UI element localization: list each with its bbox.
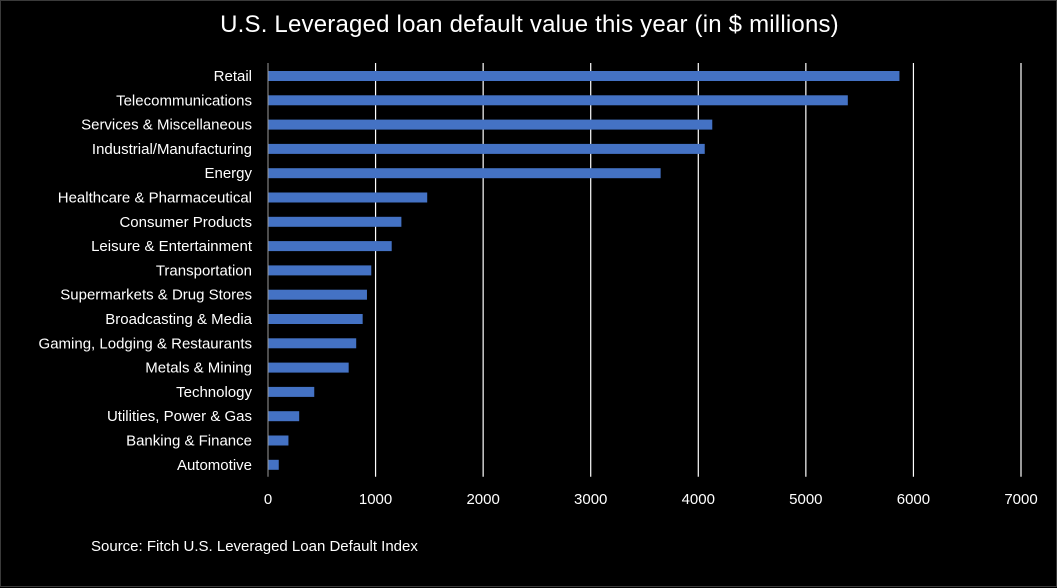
bar-transportation [268,265,372,276]
category-label: Metals & Mining [145,360,252,377]
x-tick-label: 5000 [789,491,822,508]
category-label: Services & Miscellaneous [81,117,252,134]
bar-supermarkets-drug-stores [268,289,367,300]
category-label: Utilities, Power & Gas [107,408,252,425]
category-label: Leisure & Entertainment [91,238,253,255]
category-label: Consumer Products [119,214,252,231]
category-label: Banking & Finance [126,433,252,450]
x-tick-label: 3000 [574,491,607,508]
bar-telecommunications [268,95,848,106]
bar-broadcasting-media [268,314,363,324]
bar-gaming-lodging-restaurants [268,338,357,349]
x-tick-label: 1000 [359,491,392,508]
chart-source-note: Source: Fitch U.S. Leveraged Loan Defaul… [91,538,418,555]
category-label: Supermarkets & Drug Stores [60,287,252,304]
x-tick-label: 7000 [1004,491,1037,508]
x-tick-label: 0 [264,491,272,508]
category-label: Automotive [177,457,252,474]
bar-retail [268,71,900,81]
bar-automotive [268,459,279,470]
x-tick-label: 4000 [682,491,715,508]
bar-healthcare-pharmaceutical [268,192,428,203]
bar-metals-mining [268,362,349,373]
bar-consumer-products [268,216,402,227]
bar-utilities-power-gas [268,411,300,422]
chart-title: U.S. Leveraged loan default value this y… [220,11,839,38]
category-label: Technology [176,384,252,401]
category-label: Gaming, Lodging & Restaurants [39,335,252,352]
category-label: Energy [204,165,252,182]
category-label: Industrial/Manufacturing [92,141,252,158]
bar-energy [268,168,661,179]
x-tick-label: 6000 [897,491,930,508]
x-tick-label: 2000 [466,491,499,508]
bar-industrial-manufacturing [268,143,705,154]
bar-leisure-entertainment [268,241,392,252]
category-label: Healthcare & Pharmaceutical [58,190,252,207]
bar-technology [268,386,315,397]
bar-services-miscellaneous [268,119,713,130]
category-label: Broadcasting & Media [105,311,252,328]
category-label: Telecommunications [116,92,252,109]
category-label: Retail [214,68,252,85]
bar-banking-finance [268,435,289,446]
category-label: Transportation [156,262,252,279]
